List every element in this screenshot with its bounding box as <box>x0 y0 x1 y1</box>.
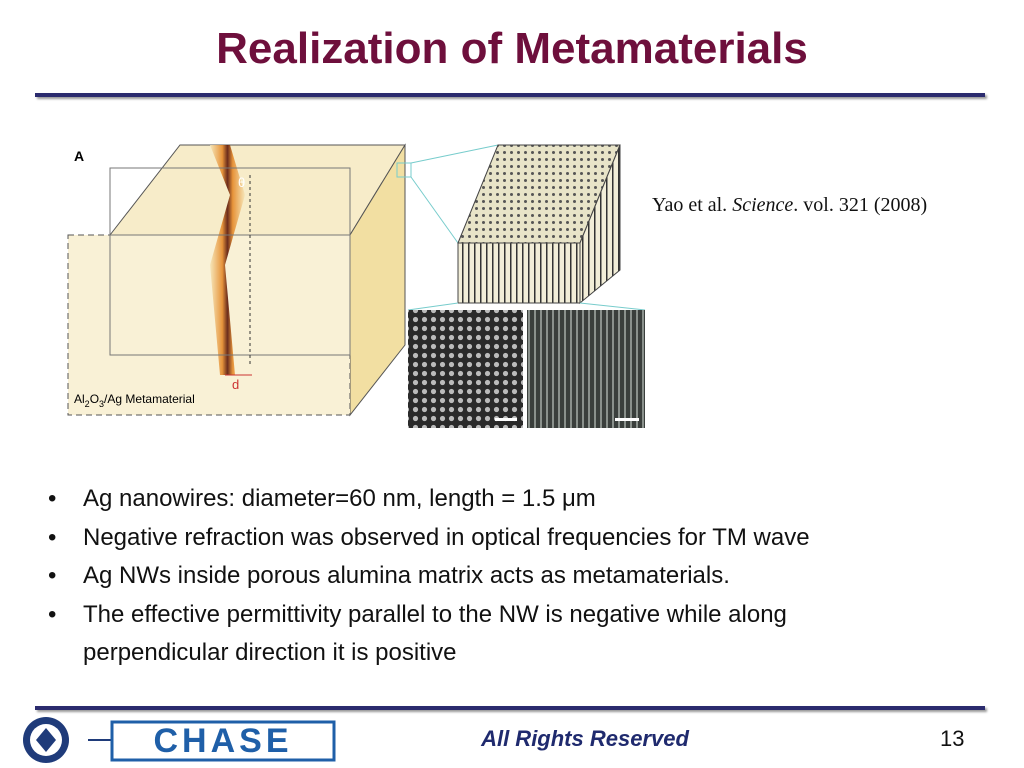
page-number: 13 <box>940 726 965 751</box>
panel-label: A <box>74 148 84 164</box>
figure: A θ d Al2O3/Ag Metamaterial <box>67 143 646 428</box>
material-label: Al2O3/Ag Metamaterial <box>74 392 195 409</box>
title-rule <box>35 93 985 97</box>
bullet: Ag NWs inside porous alumina matrix acts… <box>48 557 988 596</box>
citation: Yao et al. Science. vol. 321 (2008) <box>652 194 927 217</box>
crystal-block: A θ d Al2O3/Ag Metamaterial <box>67 143 406 417</box>
material-part: 2 <box>85 399 90 409</box>
material-part: O <box>90 392 99 406</box>
bullet-list: Ag nanowires: diameter=60 nm, length = 1… <box>48 480 988 673</box>
material-part: Al <box>74 392 85 406</box>
citation-part: Yao et al. <box>652 194 733 216</box>
footer-text: All Rights Reserved <box>481 726 689 751</box>
slide-title: Realization of Metamaterials <box>216 24 808 73</box>
logo-text: CHASE <box>153 722 292 760</box>
logo: CHASE <box>23 717 336 763</box>
bullet: Ag nanowires: diameter=60 nm, length = 1… <box>48 480 988 519</box>
footer-rule <box>35 706 985 710</box>
citation-journal: Science <box>732 194 794 216</box>
angle-label: θ <box>238 175 245 190</box>
offset-label: d <box>232 377 239 392</box>
bullet: The effective permittivity parallel to t… <box>48 596 988 673</box>
material-part: 3 <box>99 399 104 409</box>
nanowire-block <box>396 144 646 428</box>
citation-part: . vol. 321 (2008) <box>793 194 928 216</box>
bullet: Negative refraction was observed in opti… <box>48 519 988 558</box>
material-part: /Ag Metamaterial <box>104 392 195 406</box>
